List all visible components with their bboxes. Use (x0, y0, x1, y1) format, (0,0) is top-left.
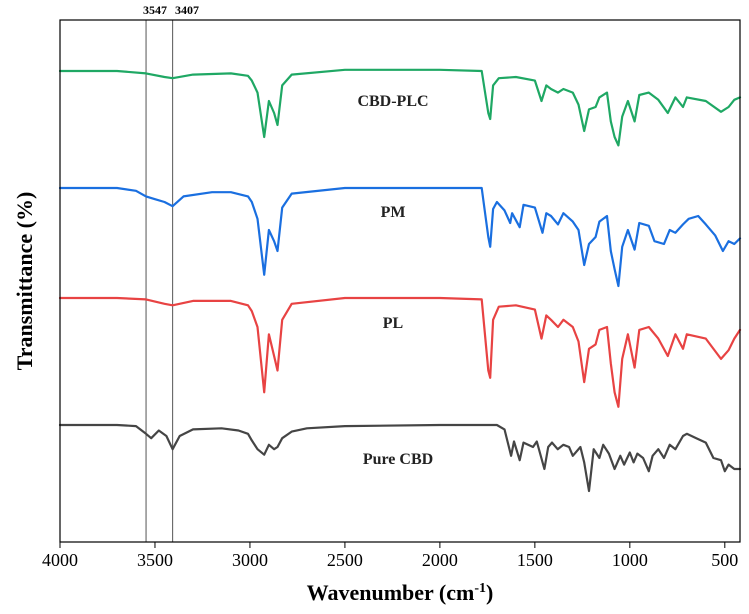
series-label-pure-cbd: Pure CBD (363, 451, 433, 468)
series-label-pm: PM (381, 204, 406, 221)
x-axis-title: Wavenumber (cm-1) (307, 580, 494, 605)
trace-pure-cbd (58, 423, 742, 493)
plot-frame (59, 19, 741, 543)
x-tick-label-500: 500 (711, 550, 738, 570)
annotation-3547: 3547 (143, 3, 167, 17)
x-tick-label-1000: 1000 (612, 550, 648, 570)
y-axis-title: Transmittance (%) (12, 192, 37, 371)
x-tick-label-3500: 3500 (137, 550, 173, 570)
x-tick-label-3000: 3000 (232, 550, 268, 570)
series-labels: CBD-PLC PM PL Pure CBD (357, 93, 433, 468)
x-tick-label-4000: 4000 (42, 550, 78, 570)
trace-cbd-plc (58, 68, 742, 147)
trace-pm (58, 186, 742, 288)
axes: 4000 3500 3000 2500 2000 1500 1000 500 (42, 19, 741, 570)
x-tick-label-2000: 2000 (422, 550, 458, 570)
trace-pl (58, 296, 742, 408)
annotation-3407: 3407 (175, 3, 199, 17)
series-label-pl: PL (383, 315, 403, 332)
spectra-traces (58, 68, 742, 493)
x-axis-title-superscript: -1 (474, 581, 486, 596)
x-axis-ticks: 4000 3500 3000 2500 2000 1500 1000 500 (42, 542, 738, 570)
x-axis-title-main: Wavenumber (cm (307, 580, 475, 605)
annotations: 3547 3407 (143, 3, 199, 17)
x-tick-label-2500: 2500 (327, 550, 363, 570)
reference-lines (145, 20, 174, 542)
x-tick-label-1500: 1500 (517, 550, 553, 570)
series-label-cbd-plc: CBD-PLC (357, 93, 428, 110)
x-axis-title-close: ) (486, 580, 493, 605)
